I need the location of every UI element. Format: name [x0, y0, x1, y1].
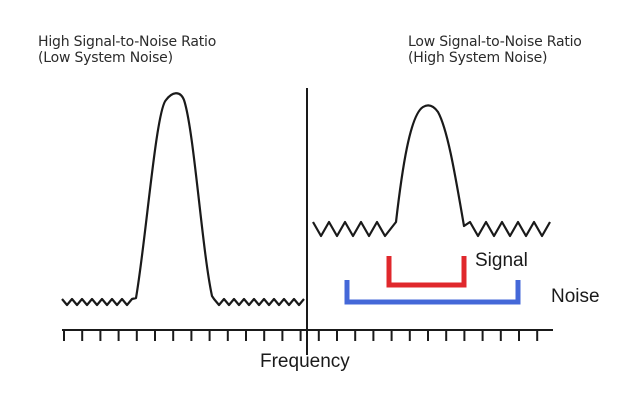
left-title-line1: High Signal-to-Noise Ratio — [38, 34, 217, 50]
right-title-line1: Low Signal-to-Noise Ratio — [408, 34, 582, 50]
axis-label: Frequency — [260, 351, 350, 372]
signal-label: Signal — [475, 250, 528, 271]
right-spectrum-curve — [312, 104, 551, 238]
frequency-axis-ticks — [63, 330, 539, 341]
right-panel-title: Low Signal-to-Noise Ratio (High System N… — [408, 34, 582, 66]
left-panel-title: High Signal-to-Noise Ratio (Low System N… — [38, 34, 216, 66]
right-title-line2: (High System Noise) — [408, 50, 548, 66]
noise-bracket — [344, 280, 521, 305]
left-title-line2: (Low System Noise) — [38, 50, 173, 66]
noise-label: Noise — [551, 286, 600, 307]
signal-bracket — [386, 256, 467, 288]
left-spectrum-curve — [61, 92, 305, 307]
